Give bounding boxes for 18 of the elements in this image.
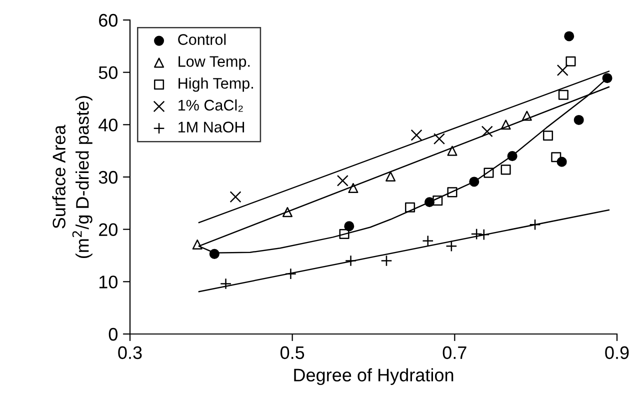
x-tick-label: 0.9 bbox=[605, 346, 629, 360]
x-tick-label: 0.7 bbox=[442, 346, 466, 360]
y-tick-label: 30 bbox=[98, 170, 118, 184]
x-tick-label: 0.3 bbox=[118, 346, 142, 360]
y-tick-label: 50 bbox=[98, 66, 118, 80]
y-axis-title: Surface Area (m$^{2}$/g D-dried paste) bbox=[52, 96, 92, 258]
legend-label: 1% CaCl₂ bbox=[178, 99, 243, 112]
legend-label: Control bbox=[178, 34, 226, 45]
x-tick-label: 0.5 bbox=[280, 346, 304, 360]
legend-label: High Temp. bbox=[178, 78, 253, 92]
y-tick-label: 0 bbox=[108, 328, 118, 341]
legend-label: Low Temp. bbox=[178, 56, 250, 70]
x-axis-title: Degree of Hydration bbox=[294, 368, 454, 386]
y-tick-label: 40 bbox=[98, 118, 118, 132]
y-tick-label: 20 bbox=[99, 223, 118, 236]
legend-label: 1M NaOH bbox=[178, 122, 244, 132]
y-tick-label: 60 bbox=[99, 14, 118, 27]
y-tick-label: 10 bbox=[99, 276, 118, 288]
